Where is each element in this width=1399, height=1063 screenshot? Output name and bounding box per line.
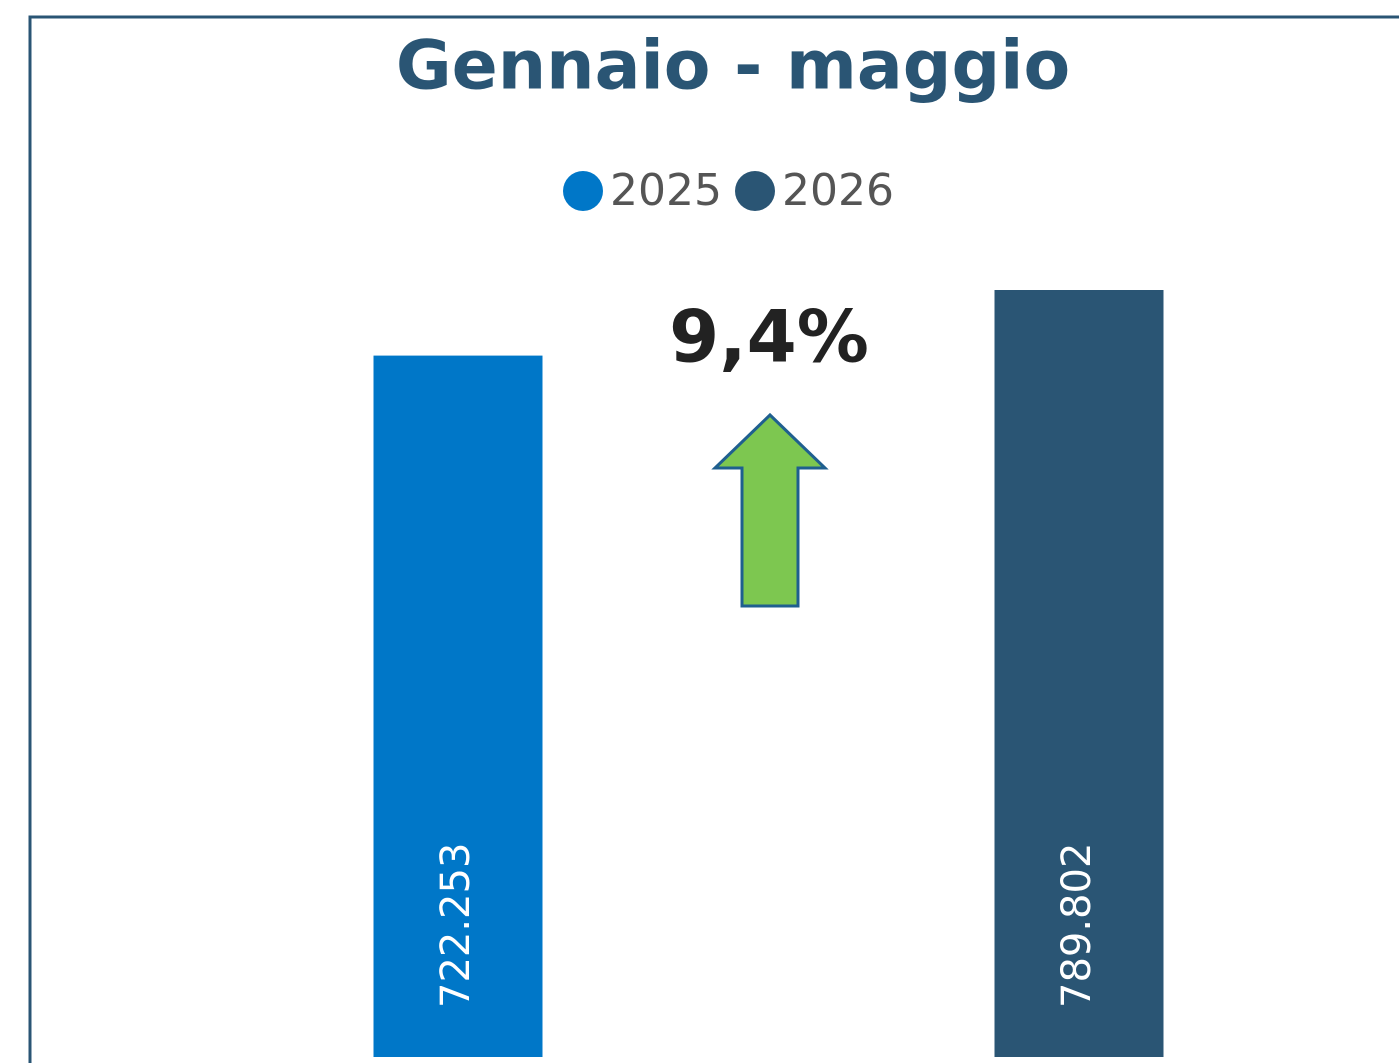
value-label: 722.253 xyxy=(433,843,479,1008)
legend-label: 2025 xyxy=(610,165,722,216)
legend-marker xyxy=(735,171,775,211)
chart-title: Gennaio - maggio xyxy=(396,27,1070,106)
change-label: 9,4% xyxy=(669,295,869,379)
bar xyxy=(373,355,543,1057)
bar xyxy=(994,290,1164,1057)
up-arrow xyxy=(711,412,829,608)
legend-label: 2026 xyxy=(782,165,894,216)
frame xyxy=(28,15,1399,1063)
value-label: 789.802 xyxy=(1054,843,1100,1008)
legend-marker xyxy=(563,171,603,211)
